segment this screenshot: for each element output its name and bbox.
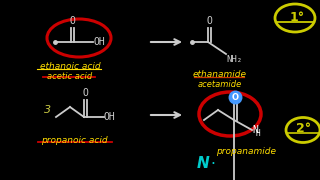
Text: O: O: [82, 88, 88, 98]
Text: N: N: [196, 156, 209, 170]
Text: OH: OH: [104, 112, 116, 122]
Text: acetic acid: acetic acid: [47, 72, 92, 81]
Text: 2°: 2°: [296, 123, 312, 136]
Text: OH: OH: [93, 37, 105, 47]
Text: 3: 3: [44, 105, 52, 115]
Text: ·: ·: [210, 156, 215, 172]
Text: acetamide: acetamide: [198, 80, 242, 89]
Text: ethanoic acid: ethanoic acid: [40, 62, 100, 71]
Text: O: O: [231, 93, 238, 102]
Text: 1°: 1°: [289, 10, 305, 24]
Text: propanamide: propanamide: [216, 147, 276, 156]
Text: H: H: [256, 129, 260, 138]
Text: N: N: [252, 125, 258, 135]
Text: ethanamide: ethanamide: [193, 70, 247, 79]
Text: O: O: [206, 16, 212, 26]
Text: O: O: [69, 16, 75, 26]
Text: propanoic acid: propanoic acid: [41, 136, 107, 145]
Text: NH₂: NH₂: [226, 55, 242, 64]
